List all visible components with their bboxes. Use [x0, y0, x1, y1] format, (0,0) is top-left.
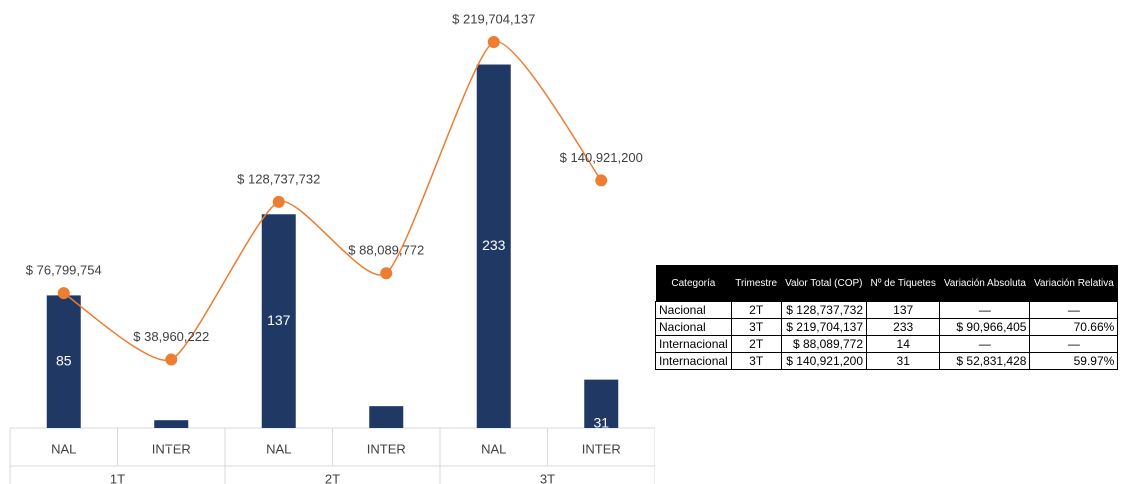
line: [63, 41, 602, 362]
table-cell: —: [1029, 335, 1119, 353]
line-point: [57, 287, 70, 300]
table-cell: $ 52,831,428: [939, 352, 1031, 370]
chart: NAL INTER NAL INTER NAL INTER 1T 2T 3T $ 76,799,7…: [9, 11, 655, 484]
table-cell: 3T: [730, 352, 782, 370]
table-cell: Nacional: [655, 318, 732, 336]
x-tick-label: NAL: [51, 441, 76, 456]
group-label: 3T: [540, 471, 555, 484]
line-point: [487, 36, 500, 49]
data-table: Categoría Trimestre Valor Total (COP) Nº de…: [655, 265, 1119, 370]
table-header: Categoría Trimestre Valor Total (COP) Nº de…: [655, 265, 1118, 302]
x-tick-label: INTER: [582, 441, 621, 456]
line-point: [165, 353, 178, 366]
column-header: Trimestre: [731, 265, 782, 302]
line-value-label: $ 128,737,732: [237, 171, 320, 186]
line-point: [272, 195, 285, 208]
bar: [584, 379, 619, 428]
group-label: 2T: [325, 471, 340, 484]
bar-value-label: 137: [267, 312, 291, 328]
table-row: Nacional 2T $ 128,737,732 137— —: [655, 301, 1119, 319]
table-cell: $ 90,966,405: [939, 318, 1031, 336]
x-tick-label: INTER: [367, 441, 406, 456]
table-cell: 2T: [730, 301, 782, 319]
bar: [46, 295, 81, 428]
column-header: Variación Absoluta: [939, 265, 1030, 302]
table-cell: $ 88,089,772: [780, 335, 868, 353]
line-point: [380, 267, 393, 280]
line-value-label: $ 38,960,222: [133, 329, 209, 344]
line-value-label: $ 88,089,772: [348, 243, 424, 258]
bar: [261, 214, 296, 428]
bar-value-label: 14: [378, 428, 394, 444]
bar-value-label: 233: [482, 237, 506, 253]
bar-value-label: 85: [56, 352, 72, 368]
table-row: Internacional 3T $ 140,921,200 31 $ 52,831,4…: [655, 352, 1119, 370]
column-header: Nº de Tiquetes: [866, 265, 940, 302]
table-cell: —: [939, 301, 1031, 319]
x-tick-label: INTER: [152, 441, 191, 456]
group-label: 1T: [110, 471, 125, 484]
table-cell: Internacional: [655, 335, 732, 353]
table-cell: Nacional: [655, 301, 732, 319]
column-header: Valor Total (COP): [781, 265, 867, 302]
bar-value-label: 31: [593, 415, 609, 431]
table-cell: $ 219,704,137: [780, 318, 868, 336]
x-tick-label: NAL: [266, 441, 291, 456]
column-header: Variación Relativa: [1029, 265, 1118, 302]
bar: [476, 64, 511, 429]
table-cell: 14: [866, 335, 941, 353]
table-cell: $ 140,921,200: [780, 352, 868, 370]
table-cell: 70.66%: [1029, 318, 1119, 336]
line-value-label: $ 76,799,754: [26, 263, 102, 278]
table-cell: 59.97%: [1029, 352, 1119, 370]
line-value-label: $ 219,704,137: [452, 11, 535, 26]
line-point: [595, 174, 608, 187]
bar: [369, 406, 404, 428]
table-row: Internacional 2T $ 88,089,772 14— —: [655, 335, 1119, 353]
x-tick-label: NAL: [481, 441, 506, 456]
bar: [154, 420, 189, 428]
line-value-label: $ 140,921,200: [560, 150, 643, 165]
table-cell: 137: [866, 301, 941, 319]
table-cell: $ 128,737,732: [780, 301, 868, 319]
table-cell: —: [1029, 301, 1119, 319]
table-row: Nacional 3T $ 219,704,137 233 $ 90,966,405 70…: [655, 318, 1119, 336]
column-header: Categoría: [655, 265, 732, 302]
table-cell: Internacional: [655, 352, 732, 370]
table-cell: —: [939, 335, 1031, 353]
table-cell: 3T: [730, 318, 782, 336]
bar-value-label: 5: [167, 435, 175, 451]
table-cell: 2T: [730, 335, 782, 353]
table-cell: 233: [866, 318, 941, 336]
table-cell: 31: [866, 352, 941, 370]
